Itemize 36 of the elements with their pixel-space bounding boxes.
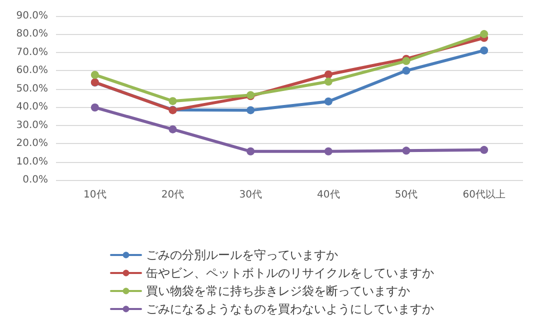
y-tick-label: 30.0% bbox=[16, 120, 48, 131]
y-tick-label: 80.0% bbox=[16, 28, 48, 40]
point bbox=[324, 78, 332, 86]
y-tick-label: 10.0% bbox=[16, 156, 48, 168]
point bbox=[324, 97, 332, 106]
point bbox=[402, 146, 410, 155]
y-tick-label: 60.0% bbox=[16, 65, 48, 76]
point bbox=[402, 57, 410, 66]
y-tick-label: 20.0% bbox=[16, 138, 48, 150]
point bbox=[402, 66, 410, 75]
x-tick-label: 20代 bbox=[161, 190, 184, 200]
legend-label: 買い物袋を常に持ち歩きレジ袋を断っていますか bbox=[146, 284, 410, 298]
point bbox=[246, 106, 255, 114]
point bbox=[168, 125, 177, 134]
legend-label: 缶やビン、ペットボトルのリサイクルをしていますか bbox=[146, 266, 434, 280]
point bbox=[480, 46, 488, 54]
legend-label: ごみになるようなものを買わないようにしていますか bbox=[146, 302, 434, 316]
point bbox=[480, 30, 488, 38]
y-tick-label: 0.0% bbox=[22, 174, 48, 186]
point bbox=[480, 146, 488, 154]
x-tick-label: 60代以上 bbox=[462, 188, 506, 200]
point bbox=[324, 70, 332, 78]
y-tick-label: 90.0% bbox=[16, 10, 48, 22]
point bbox=[168, 97, 177, 106]
legend-label: ごみの分別ルールを守っていますか bbox=[146, 248, 338, 262]
x-tick-label: 50代 bbox=[394, 190, 418, 200]
x-tick-label: 10代 bbox=[84, 190, 106, 200]
y-tick-label: 70.0% bbox=[16, 46, 48, 58]
y-tick-label: 40.0% bbox=[16, 102, 48, 113]
x-tick-label: 40代 bbox=[317, 190, 340, 200]
x-tick-label: 30代 bbox=[239, 190, 262, 200]
y-tick-label: 50.0% bbox=[16, 83, 48, 94]
point bbox=[324, 147, 332, 156]
point bbox=[246, 147, 255, 156]
point bbox=[90, 103, 99, 112]
point bbox=[90, 70, 99, 79]
